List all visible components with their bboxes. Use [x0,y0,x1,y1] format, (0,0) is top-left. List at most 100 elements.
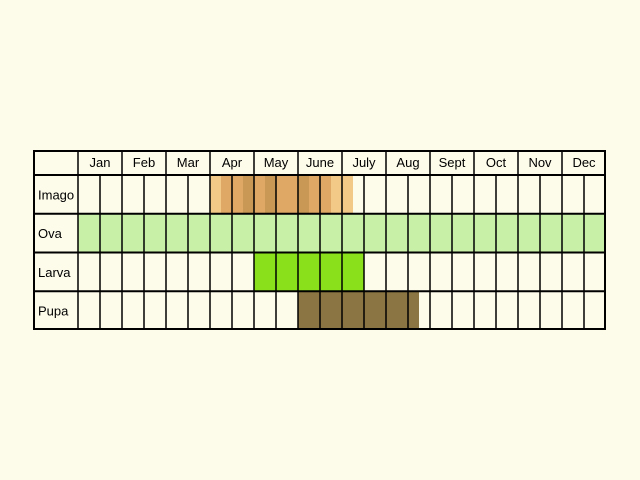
empty-cell [89,252,100,292]
empty-cell [210,291,221,330]
activity-cell-ova [254,213,265,253]
empty-cell [375,175,386,214]
activity-cell-ova [419,213,430,253]
empty-cell [496,175,507,214]
empty-cell [540,291,551,330]
empty-cell [540,175,551,214]
activity-cell-ova [166,213,177,253]
month-header: Dec [572,155,596,170]
empty-cell [386,175,397,214]
empty-cell [474,252,485,292]
empty-cell [430,252,441,292]
empty-cell [474,291,485,330]
empty-cell [265,291,276,330]
empty-cell [529,291,540,330]
empty-cell [419,252,430,292]
empty-cell [485,175,496,214]
activity-cell-ova [144,213,155,253]
empty-cell [133,252,144,292]
activity-cell-imago [265,175,276,214]
empty-cell [540,252,551,292]
activity-cell-ova [188,213,199,253]
activity-cell-larva [320,252,331,292]
activity-cell-larva [276,252,287,292]
empty-cell [408,175,419,214]
activity-cell-imago [221,175,232,214]
activity-cell-pupa [320,291,331,330]
empty-cell [243,252,254,292]
month-header: Oct [486,155,507,170]
calendar-border [33,150,606,330]
activity-cell-larva [265,252,276,292]
empty-cell [551,252,562,292]
empty-cell [452,252,463,292]
empty-cell [111,291,122,330]
empty-cell [551,291,562,330]
activity-cell-ova [100,213,111,253]
empty-cell [419,291,430,330]
activity-cell-ova [452,213,463,253]
empty-cell [122,291,133,330]
month-header: Mar [177,155,200,170]
empty-cell [595,175,606,214]
empty-cell [441,252,452,292]
empty-cell [452,175,463,214]
activity-cell-larva [309,252,320,292]
empty-cell [397,175,408,214]
activity-cell-larva [331,252,342,292]
empty-cell [221,252,232,292]
empty-cell [122,252,133,292]
stage-label-ova: Ova [38,226,63,241]
activity-cell-ova [386,213,397,253]
empty-cell [474,175,485,214]
empty-cell [188,252,199,292]
empty-cell [100,252,111,292]
activity-cell-ova [78,213,89,253]
month-header: Feb [133,155,155,170]
empty-cell [144,175,155,214]
activity-cell-ova [243,213,254,253]
activity-cell-ova [265,213,276,253]
empty-cell [133,291,144,330]
activity-cell-pupa [397,291,408,330]
activity-cell-ova [133,213,144,253]
empty-cell [188,175,199,214]
empty-cell [122,175,133,214]
empty-cell [573,175,584,214]
month-header: Nov [528,155,552,170]
empty-cell [89,175,100,214]
empty-cell [430,291,441,330]
activity-cell-ova [309,213,320,253]
activity-cell-ova [232,213,243,253]
activity-cell-ova [397,213,408,253]
stage-label-larva: Larva [38,265,71,280]
empty-cell [408,252,419,292]
empty-cell [144,252,155,292]
empty-cell [199,175,210,214]
empty-cell [155,252,166,292]
month-header: May [264,155,289,170]
activity-cell-ova [155,213,166,253]
activity-cell-ova [474,213,485,253]
empty-cell [78,175,89,214]
activity-cell-ova [562,213,573,253]
empty-cell [155,175,166,214]
activity-cell-ova [573,213,584,253]
empty-cell [518,252,529,292]
empty-cell [441,291,452,330]
empty-cell [584,291,595,330]
month-header: Sept [439,155,466,170]
activity-cell-ova [430,213,441,253]
empty-cell [78,291,89,330]
empty-cell [595,291,606,330]
empty-cell [573,252,584,292]
activity-cell-ova [441,213,452,253]
empty-cell [485,291,496,330]
empty-cell [155,291,166,330]
activity-cell-imago [232,175,243,214]
activity-cell-ova [584,213,595,253]
empty-cell [551,175,562,214]
empty-cell [397,252,408,292]
activity-cell-ova [210,213,221,253]
activity-cell-ova [485,213,496,253]
